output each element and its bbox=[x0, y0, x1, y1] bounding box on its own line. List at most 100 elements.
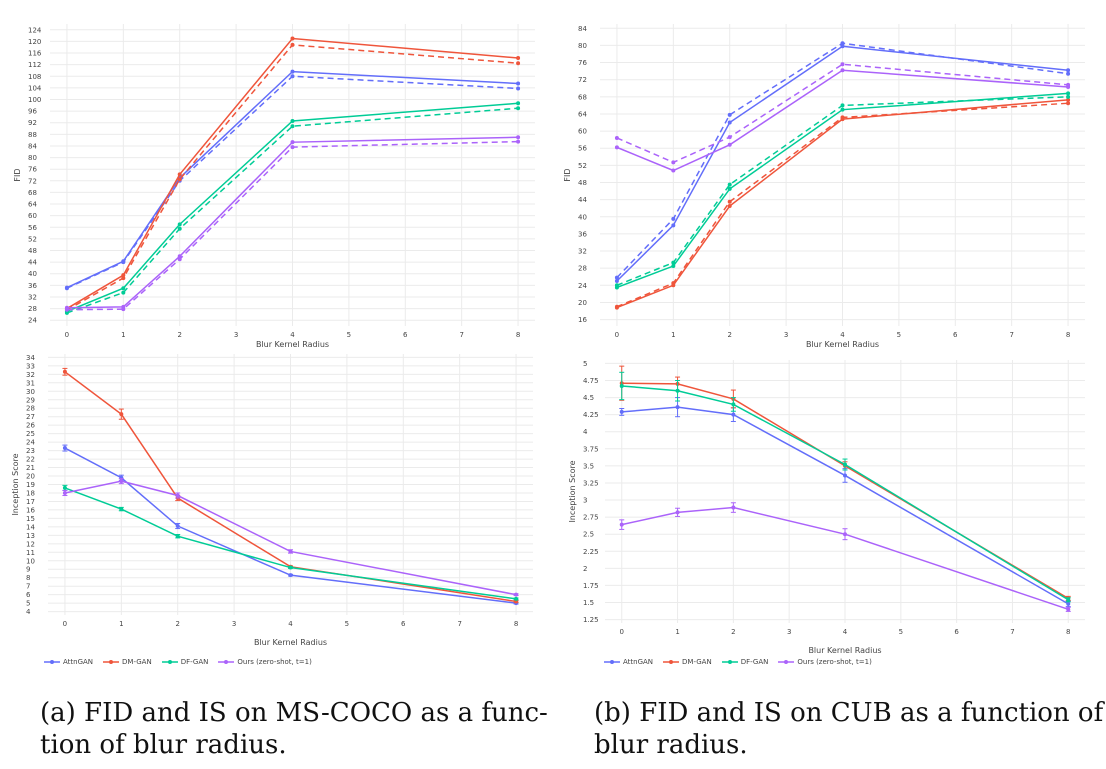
y-tick-label: 4 bbox=[26, 608, 31, 616]
x-tick-label: 5 bbox=[897, 331, 901, 339]
y-tick-label: 68 bbox=[28, 189, 37, 197]
x-tick-label: 3 bbox=[787, 628, 791, 636]
x-tick-label: 6 bbox=[953, 331, 958, 339]
legend-item-attngan[interactable]: AttnGAN bbox=[44, 658, 93, 666]
y-tick-label: 32 bbox=[26, 371, 35, 379]
data-point-attngan bbox=[840, 44, 845, 49]
legend-item-dmgan[interactable]: DM-GAN bbox=[663, 658, 712, 666]
y-axis-title: Inception Score bbox=[568, 460, 577, 522]
x-tick-label: 2 bbox=[731, 628, 735, 636]
x-axis-title: Blur Kernel Radius bbox=[256, 340, 329, 349]
data-point-df-gan bbox=[516, 101, 521, 106]
data-point-df-gan bbox=[516, 106, 521, 111]
y-tick-label: 64 bbox=[28, 201, 37, 209]
y-tick-label: 20 bbox=[578, 299, 587, 307]
legend-item-ours[interactable]: Ours (zero-shot, t=1) bbox=[218, 658, 312, 666]
y-tick-label: 31 bbox=[26, 379, 35, 387]
y-tick-label: 44 bbox=[578, 196, 587, 204]
y-tick-label: 84 bbox=[28, 142, 37, 150]
data-point-dm-gan bbox=[290, 42, 295, 47]
x-tick-label: 4 bbox=[288, 620, 293, 628]
y-tick-label: 24 bbox=[26, 439, 35, 447]
data-point-ours-zero-shot-t-1 bbox=[64, 307, 69, 312]
y-tick-label: 40 bbox=[578, 213, 587, 221]
y-axis-title: FID bbox=[563, 168, 572, 181]
data-point-df-gan bbox=[290, 118, 295, 123]
data-point-dm-gan bbox=[121, 276, 126, 281]
data-point-attngan bbox=[619, 409, 624, 414]
data-point-attngan bbox=[62, 446, 67, 451]
y-tick-label: 44 bbox=[28, 259, 37, 267]
legend-label: Ours (zero-shot, t=1) bbox=[797, 658, 872, 666]
data-point-ours-zero-shot-t-1 bbox=[1066, 607, 1071, 612]
y-tick-label: 12 bbox=[26, 540, 35, 548]
x-tick-label: 7 bbox=[457, 620, 461, 628]
y-tick-label: 108 bbox=[28, 73, 41, 81]
legend-label: AttnGAN bbox=[623, 658, 654, 666]
x-tick-label: 4 bbox=[290, 331, 295, 339]
data-point-df-gan bbox=[121, 290, 126, 295]
data-point-df-gan bbox=[731, 402, 736, 407]
y-tick-label: 1.25 bbox=[583, 616, 599, 624]
data-point-dm-gan bbox=[671, 281, 676, 286]
x-tick-label: 1 bbox=[119, 620, 123, 628]
data-point-dm-gan bbox=[516, 55, 521, 60]
data-point-ours-zero-shot-t-1 bbox=[675, 510, 680, 515]
data-point-ours-zero-shot-t-1 bbox=[290, 140, 295, 145]
data-point-ours-zero-shot-t-1 bbox=[614, 135, 619, 140]
series-line-df-gan-dashed bbox=[616, 96, 1069, 287]
y-tick-label: 29 bbox=[26, 396, 35, 404]
data-point-attngan bbox=[64, 286, 69, 291]
y-tick-label: 2.25 bbox=[583, 548, 599, 556]
legend-item-ours[interactable]: Ours (zero-shot, t=1) bbox=[778, 658, 872, 666]
data-point-ours-zero-shot-t-1 bbox=[177, 257, 182, 262]
y-tick-label: 18 bbox=[26, 489, 35, 497]
legend-item-attngan[interactable]: AttnGAN bbox=[604, 658, 653, 666]
data-point-dm-gan bbox=[840, 115, 845, 120]
caption-right-line2: blur radius. bbox=[594, 730, 748, 760]
data-point-attngan bbox=[675, 405, 680, 410]
coco-is-plot: 4567891011121314151617181920212223242526… bbox=[11, 354, 533, 647]
x-tick-label: 2 bbox=[177, 331, 181, 339]
data-point-ours-zero-shot-t-1 bbox=[731, 505, 736, 510]
x-tick-label: 7 bbox=[1009, 331, 1013, 339]
data-point-dm-gan bbox=[1066, 97, 1071, 102]
data-point-df-gan bbox=[62, 485, 67, 490]
x-tick-label: 0 bbox=[615, 331, 619, 339]
data-point-df-gan bbox=[119, 507, 124, 512]
y-tick-label: 36 bbox=[578, 230, 587, 238]
data-point-attngan bbox=[727, 112, 732, 117]
series-line-dm-gan-dashed bbox=[66, 44, 519, 311]
data-point-df-gan bbox=[288, 565, 293, 570]
y-tick-label: 56 bbox=[578, 145, 587, 153]
y-tick-label: 32 bbox=[28, 293, 37, 301]
x-tick-label: 8 bbox=[514, 620, 518, 628]
data-point-attngan bbox=[121, 260, 126, 265]
data-point-attngan bbox=[290, 74, 295, 79]
legend-label: AttnGAN bbox=[63, 658, 94, 666]
y-tick-label: 14 bbox=[26, 523, 35, 531]
coco-is-chart: 4 5 6 7 8 9 10 11 12 13 14 15 16 17 18 19 20 21 22 23 24 25 26… bbox=[0, 350, 545, 655]
x-tick-label: 4 bbox=[843, 628, 848, 636]
legend-item-dfgan[interactable]: DF-GAN bbox=[161, 658, 208, 666]
cub-is-chart: 1.25 1.5 1.75 2 2.25 2.5 2.75 3 3.25 3.5 3.75 4 4.25… bbox=[555, 350, 1100, 655]
y-tick-label: 3.75 bbox=[583, 445, 599, 453]
legend-item-dmgan[interactable]: DM-GAN bbox=[103, 658, 152, 666]
data-point-ours-zero-shot-t-1 bbox=[121, 307, 126, 312]
data-point-attngan bbox=[290, 69, 295, 74]
x-tick-label: 5 bbox=[345, 620, 349, 628]
y-tick-label: 60 bbox=[28, 212, 37, 220]
data-point-df-gan bbox=[177, 226, 182, 231]
legend-item-dfgan[interactable]: DF-GAN bbox=[721, 658, 769, 666]
x-axis-title: Blur Kernel Radius bbox=[806, 340, 879, 349]
y-tick-label: 84 bbox=[578, 25, 587, 33]
y-tick-label: 13 bbox=[26, 532, 35, 540]
data-point-df-gan bbox=[121, 286, 126, 291]
x-tick-label: 6 bbox=[403, 331, 408, 339]
coco-fid-plot: 2428323640444852566064687276808488929610… bbox=[13, 24, 535, 349]
y-tick-label: 116 bbox=[28, 50, 42, 58]
y-tick-label: 33 bbox=[26, 362, 35, 370]
legend-label: DF-GAN bbox=[740, 658, 769, 666]
data-point-ours-zero-shot-t-1 bbox=[843, 532, 847, 537]
x-tick-label: 3 bbox=[784, 331, 788, 339]
